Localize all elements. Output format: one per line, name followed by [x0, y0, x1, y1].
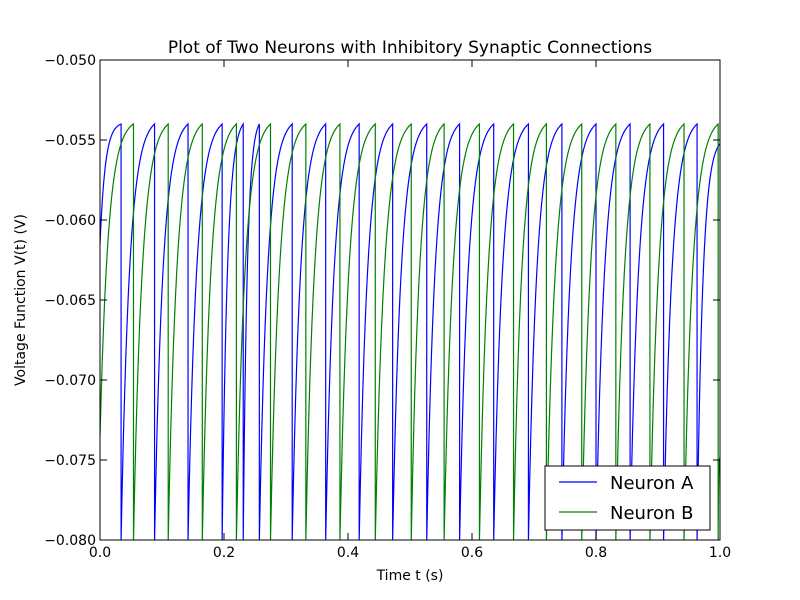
- ticks-layer: 0.0 0.2 0.4 0.6 0.8 1.0 −0.080 −0.075 −0.070 −0.0…: [44, 53, 731, 561]
- series-line-neuron-a: [100, 121, 720, 540]
- x-axis-label: Time t (s): [376, 568, 444, 584]
- y-tick-label: −0.070: [44, 373, 96, 389]
- chart-title: Plot of Two Neurons with Inhibitory Syna…: [168, 38, 652, 58]
- x-tick-label: 0.2: [213, 545, 235, 561]
- y-tick-label: −0.065: [44, 293, 96, 309]
- y-axis-label: Voltage Function V(t) (V): [13, 214, 29, 386]
- y-tick-label: −0.050: [44, 53, 96, 69]
- plot-area-background: [100, 60, 720, 540]
- series-line-neuron-b: [100, 122, 720, 540]
- x-tick-label: 0.4: [337, 545, 359, 561]
- y-tick-label: −0.080: [44, 533, 96, 549]
- x-tick-label: 1.0: [709, 545, 731, 561]
- plot-frame: [99, 59, 721, 541]
- legend-label-neuron-a: Neuron A: [610, 473, 694, 494]
- legend-label-neuron-b: Neuron B: [610, 503, 693, 524]
- legend-box: [544, 465, 711, 531]
- y-tick-label: −0.060: [44, 213, 96, 229]
- x-tick-label: 0.6: [461, 545, 483, 561]
- y-tick-label: −0.055: [44, 133, 96, 149]
- legend: Neuron A Neuron B: [544, 465, 711, 531]
- series-layer: [100, 121, 720, 540]
- x-tick-label: 0.0: [89, 545, 111, 561]
- y-tick-label: −0.075: [44, 453, 96, 469]
- x-tick-label: 0.8: [585, 545, 607, 561]
